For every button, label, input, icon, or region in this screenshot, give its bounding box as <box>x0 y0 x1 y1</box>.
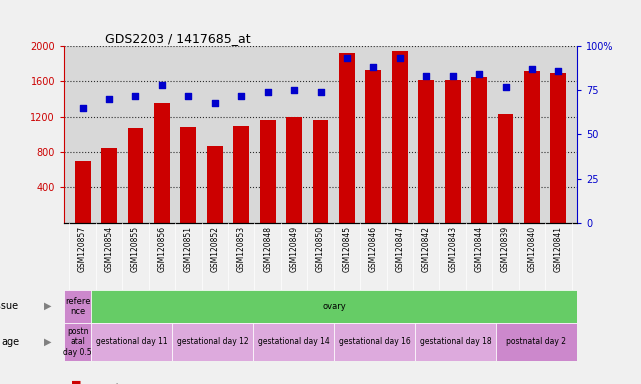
Bar <box>260 120 276 223</box>
Text: GSM120847: GSM120847 <box>395 226 404 272</box>
Text: GSM120846: GSM120846 <box>369 226 378 272</box>
Point <box>421 73 431 79</box>
Point <box>553 68 563 74</box>
Text: GSM120845: GSM120845 <box>342 226 351 272</box>
Text: GSM120840: GSM120840 <box>528 226 537 272</box>
Text: GSM120839: GSM120839 <box>501 226 510 272</box>
Text: gestational day 16: gestational day 16 <box>338 337 410 346</box>
Text: GSM120843: GSM120843 <box>448 226 457 272</box>
Point <box>368 64 378 70</box>
Text: GSM120848: GSM120848 <box>263 226 272 272</box>
Text: tissue: tissue <box>0 301 19 311</box>
Text: GSM120855: GSM120855 <box>131 226 140 272</box>
Bar <box>524 71 540 223</box>
Bar <box>445 79 461 223</box>
Text: GSM120841: GSM120841 <box>554 226 563 272</box>
Point <box>210 99 220 106</box>
Bar <box>339 53 355 223</box>
Text: GSM120844: GSM120844 <box>474 226 483 272</box>
Bar <box>64 290 91 323</box>
Text: age: age <box>1 337 19 347</box>
Bar <box>74 161 90 223</box>
Point <box>236 93 246 99</box>
Point <box>447 73 458 79</box>
Text: GSM120857: GSM120857 <box>78 226 87 272</box>
Text: GSM120852: GSM120852 <box>210 226 219 272</box>
Point <box>263 89 273 95</box>
Text: ▶: ▶ <box>44 337 52 347</box>
Text: count: count <box>93 383 121 384</box>
Text: gestational day 18: gestational day 18 <box>420 337 491 346</box>
Text: GSM120849: GSM120849 <box>290 226 299 272</box>
Point <box>104 96 114 102</box>
Point <box>78 105 88 111</box>
Bar <box>496 323 577 361</box>
Text: GSM120850: GSM120850 <box>316 226 325 272</box>
Bar <box>334 323 415 361</box>
Bar <box>101 148 117 223</box>
Text: ovary: ovary <box>322 302 346 311</box>
Point <box>395 55 405 61</box>
Bar <box>392 51 408 223</box>
Point <box>315 89 326 95</box>
Point <box>342 55 352 61</box>
Point <box>474 71 484 78</box>
Text: refere
nce: refere nce <box>65 296 90 316</box>
Bar <box>551 73 567 223</box>
Text: ▶: ▶ <box>44 301 52 311</box>
Point <box>130 93 140 99</box>
Text: GSM120854: GSM120854 <box>104 226 113 272</box>
Text: postn
atal
day 0.5: postn atal day 0.5 <box>63 327 92 357</box>
Bar <box>128 128 144 223</box>
Bar <box>286 117 302 223</box>
Bar <box>365 70 381 223</box>
Bar <box>253 323 334 361</box>
Text: gestational day 12: gestational day 12 <box>177 337 248 346</box>
Bar <box>415 323 496 361</box>
Point <box>289 87 299 93</box>
Text: gestational day 11: gestational day 11 <box>96 337 167 346</box>
Text: GDS2203 / 1417685_at: GDS2203 / 1417685_at <box>105 32 251 45</box>
Text: postnatal day 2: postnatal day 2 <box>506 337 567 346</box>
Bar <box>91 323 172 361</box>
Bar <box>154 104 170 223</box>
Point <box>527 66 537 72</box>
Bar <box>313 120 328 223</box>
Bar <box>207 146 222 223</box>
Bar <box>233 126 249 223</box>
Point <box>183 93 194 99</box>
Bar <box>471 77 487 223</box>
Text: GSM120842: GSM120842 <box>422 226 431 272</box>
Text: GSM120856: GSM120856 <box>158 226 167 272</box>
Point <box>157 82 167 88</box>
Text: gestational day 14: gestational day 14 <box>258 337 329 346</box>
Bar <box>419 79 434 223</box>
Text: ■: ■ <box>71 380 81 384</box>
Point <box>501 84 511 90</box>
Bar <box>497 114 513 223</box>
Bar <box>172 323 253 361</box>
Bar <box>64 323 91 361</box>
Text: GSM120853: GSM120853 <box>237 226 246 272</box>
Bar <box>180 127 196 223</box>
Text: GSM120851: GSM120851 <box>184 226 193 272</box>
